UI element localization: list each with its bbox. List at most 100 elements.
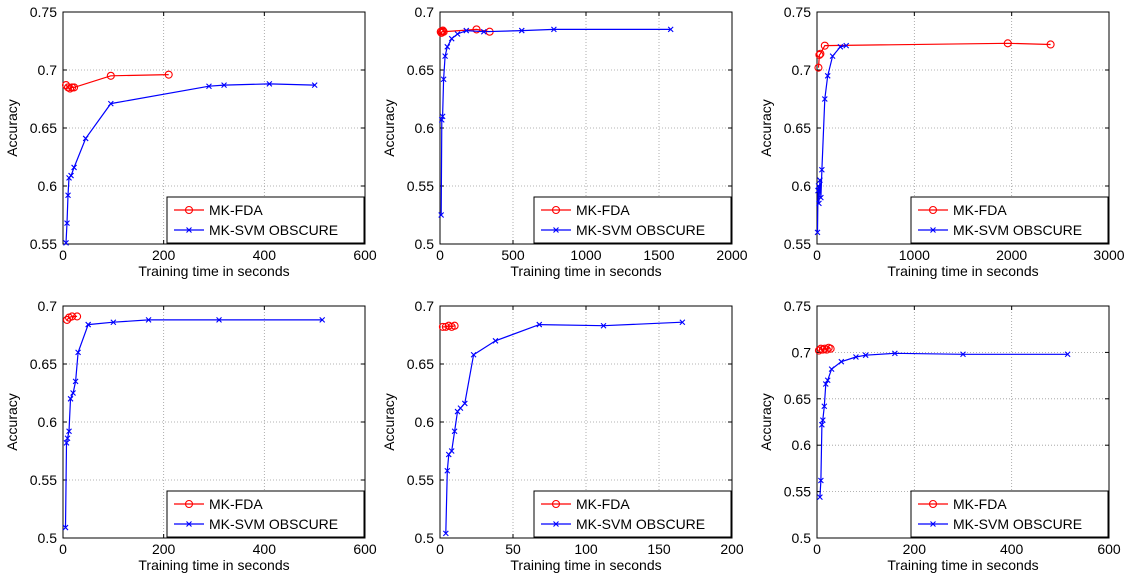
y-axis-label: Accuracy [758, 393, 774, 451]
data-point [826, 344, 835, 353]
data-point [816, 49, 825, 58]
x-axis-label: Training time in seconds [138, 263, 289, 279]
legend-label: MK-FDA [953, 496, 1007, 512]
x-tick-label: 600 [353, 247, 377, 263]
data-point [817, 494, 823, 501]
legend-label: MK-FDA [953, 202, 1007, 218]
data-point [1003, 39, 1012, 48]
x-tick-label: 200 [720, 541, 744, 557]
y-tick-label: 0.6 [792, 437, 812, 453]
data-point [1046, 40, 1055, 49]
y-tick-label: 0.6 [415, 120, 435, 136]
series-line [440, 28, 671, 216]
series-mk-svm-obscure [438, 26, 674, 218]
legend-box [910, 490, 1109, 538]
data-point [66, 428, 72, 435]
data-point [829, 53, 836, 59]
data-point [891, 350, 898, 357]
y-tick-label: 0.65 [407, 356, 434, 372]
data-point [853, 354, 859, 360]
subplot-5: 0 50 100 150 200 0.5 0.55 0.6 0.65 0.7 Training ti… [381, 298, 744, 573]
series-mk-fda [62, 312, 82, 324]
legend-box [166, 196, 365, 244]
x-axis-label: Training time in seconds [138, 557, 289, 573]
data-point [448, 448, 455, 454]
legend-label: MK-SVM OBSCURE [576, 222, 705, 238]
plot-frame [439, 305, 733, 539]
data-point [480, 28, 487, 35]
data-point [444, 467, 451, 474]
legend: MK-FDA MK-SVM OBSCURE [166, 196, 365, 244]
data-point [85, 321, 92, 328]
legend: MK-FDA MK-SVM OBSCURE [166, 490, 365, 538]
data-point [667, 26, 674, 33]
y-tick-label: 0.65 [30, 356, 57, 372]
x-tick-label: 1000 [570, 247, 601, 263]
data-point [444, 43, 451, 50]
data-point [319, 317, 326, 323]
data-point [828, 366, 835, 372]
data-point [67, 395, 74, 402]
data-point [439, 27, 448, 36]
data-point [68, 312, 77, 321]
legend-box [910, 196, 1109, 244]
data-point [862, 352, 869, 359]
data-point [64, 220, 70, 227]
series-mk-fda [814, 343, 835, 355]
y-tick-label: 0.75 [784, 4, 811, 20]
series-mk-fda [436, 25, 494, 37]
data-point [110, 319, 117, 326]
data-point [442, 53, 448, 59]
subplot-4: 0 200 400 600 0.5 0.55 0.6 0.65 0.7 Training time… [4, 298, 377, 573]
data-point [818, 194, 824, 201]
legend-label: MK-SVM OBSCURE [209, 516, 338, 532]
data-point [814, 346, 823, 355]
y-axis-label: Accuracy [4, 99, 20, 157]
data-point [461, 400, 468, 407]
series-mk-fda [438, 321, 459, 331]
series-mk-fda [814, 39, 1055, 72]
data-point [450, 321, 459, 330]
x-axis-label: Training time in seconds [887, 557, 1038, 573]
data-point [75, 349, 81, 356]
data-point [68, 172, 74, 179]
data-point [819, 417, 826, 424]
y-tick-label: 0.5 [415, 530, 435, 546]
data-point [550, 26, 557, 33]
y-tick-label: 0.5 [792, 530, 812, 546]
y-tick-label: 0.55 [30, 472, 57, 488]
data-point [438, 212, 445, 218]
data-point [82, 135, 89, 142]
legend-label: MK-FDA [576, 496, 630, 512]
data-point [71, 164, 77, 171]
data-point [1064, 351, 1071, 358]
x-tick-label: 400 [253, 247, 277, 263]
data-point [442, 530, 449, 537]
y-axis-label: Accuracy [758, 99, 774, 157]
data-point [438, 26, 447, 35]
legend-marker [551, 499, 561, 509]
plot-frame [62, 11, 366, 245]
x-axis-label: Training time in seconds [887, 263, 1038, 279]
data-point [448, 35, 455, 42]
legend-box [533, 490, 732, 538]
legend: MK-FDA MK-SVM OBSCURE [533, 490, 732, 538]
data-point [818, 166, 825, 173]
x-tick-label: 600 [353, 541, 377, 557]
data-point [814, 63, 823, 72]
data-point [454, 31, 461, 37]
y-tick-label: 0.55 [407, 178, 434, 194]
y-tick-label: 0.65 [784, 391, 811, 407]
data-point [451, 428, 458, 435]
y-tick-label: 0.7 [38, 62, 58, 78]
data-point [266, 81, 273, 87]
legend: MK-FDA MK-SVM OBSCURE [533, 196, 732, 244]
data-point [65, 84, 75, 93]
legend-label: MK-FDA [209, 202, 263, 218]
x-tick-label: 0 [813, 247, 821, 263]
x-tick-label: 1500 [643, 247, 674, 263]
data-point [65, 192, 71, 199]
data-point [107, 100, 114, 107]
data-point [216, 317, 222, 323]
data-point [824, 72, 831, 79]
